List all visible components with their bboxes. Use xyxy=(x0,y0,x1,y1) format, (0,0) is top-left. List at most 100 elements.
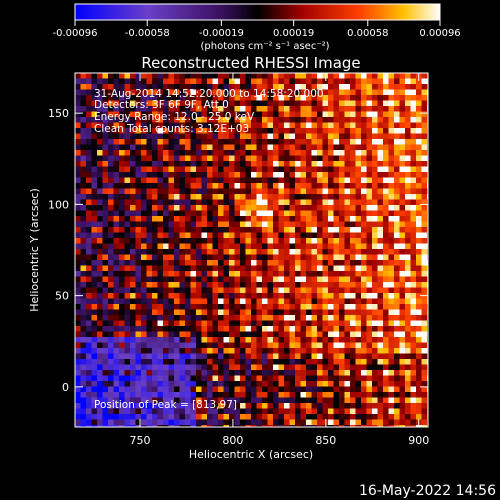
heatmap-cell xyxy=(383,337,389,343)
heatmap-cell xyxy=(317,100,323,107)
heatmap-cell xyxy=(394,265,400,272)
heatmap-cell xyxy=(416,216,422,222)
heatmap-cell xyxy=(278,315,285,321)
heatmap-cell xyxy=(361,419,367,426)
heatmap-cell xyxy=(75,320,81,327)
heatmap-cell xyxy=(240,205,246,211)
heatmap-cell xyxy=(262,320,268,327)
heatmap-cell xyxy=(75,150,81,156)
heatmap-cell xyxy=(152,249,158,255)
heatmap-cell xyxy=(344,320,351,327)
heatmap-cell xyxy=(152,95,158,101)
heatmap-cell xyxy=(91,249,98,255)
heatmap-cell xyxy=(322,84,329,90)
heatmap-cell xyxy=(295,95,301,101)
heatmap-cell xyxy=(344,155,351,162)
heatmap-cell xyxy=(262,397,268,404)
heatmap-cell xyxy=(190,84,197,90)
heatmap-cell xyxy=(410,210,417,217)
heatmap-cell xyxy=(344,282,351,288)
heatmap-cell xyxy=(300,199,307,206)
heatmap-cell xyxy=(152,353,158,360)
heatmap-cell xyxy=(388,232,395,239)
heatmap-cell xyxy=(91,326,98,332)
heatmap-cell xyxy=(300,139,307,145)
heatmap-cell xyxy=(278,309,285,316)
heatmap-cell xyxy=(245,370,252,376)
heatmap-cell xyxy=(179,403,186,409)
heatmap-cell xyxy=(394,161,400,167)
heatmap-cell xyxy=(372,425,378,427)
heatmap-cell xyxy=(306,392,312,398)
heatmap-cell xyxy=(377,122,384,129)
heatmap-cell xyxy=(350,133,356,140)
heatmap-cell xyxy=(141,95,147,101)
heatmap-cell xyxy=(295,172,301,178)
heatmap-cell xyxy=(245,89,252,96)
heatmap-cell xyxy=(278,381,285,387)
heatmap-cell xyxy=(273,199,279,206)
heatmap-cell xyxy=(388,227,395,233)
heatmap-cell xyxy=(229,364,235,371)
heatmap-cell xyxy=(190,276,197,283)
heatmap-cell xyxy=(410,403,417,409)
heatmap-cell xyxy=(240,210,246,217)
heatmap-cell xyxy=(102,221,109,228)
heatmap-cell xyxy=(256,122,263,129)
heatmap-cell xyxy=(108,78,114,85)
heatmap-cell xyxy=(350,232,356,239)
x-tick-label: 900 xyxy=(408,434,429,447)
heatmap-cell xyxy=(295,84,301,90)
heatmap-cell xyxy=(355,298,362,305)
heatmap-cell xyxy=(333,342,340,349)
heatmap-cell xyxy=(284,166,290,173)
heatmap-cell xyxy=(383,386,389,393)
heatmap-cell xyxy=(119,408,125,415)
heatmap-cell xyxy=(388,73,395,79)
heatmap-cell xyxy=(289,419,296,426)
heatmap-cell xyxy=(350,155,356,162)
heatmap-cell xyxy=(141,337,147,343)
heatmap-cell xyxy=(207,293,213,299)
heatmap-cell xyxy=(377,293,384,299)
heatmap-cell xyxy=(229,392,235,398)
heatmap-cell xyxy=(234,194,241,200)
heatmap-cell xyxy=(240,128,246,134)
x-tick-label: 750 xyxy=(130,434,151,447)
heatmap-cell xyxy=(394,205,400,211)
heatmap-cell xyxy=(256,348,263,354)
heatmap-cell xyxy=(289,210,296,217)
heatmap-cell xyxy=(223,144,230,151)
heatmap-cell xyxy=(119,122,125,129)
heatmap-cell xyxy=(223,139,230,145)
heatmap-cell xyxy=(168,166,175,173)
heatmap-cell xyxy=(328,287,334,294)
heatmap-cell xyxy=(212,84,219,90)
heatmap-cell xyxy=(240,304,246,310)
heatmap-cell xyxy=(119,227,125,233)
heatmap-cell xyxy=(212,403,219,409)
heatmap-cell xyxy=(311,122,318,129)
heatmap-cell xyxy=(267,100,274,107)
heatmap-cell xyxy=(256,199,263,206)
heatmap-cell xyxy=(295,221,301,228)
heatmap-cell xyxy=(91,117,98,123)
heatmap-cell xyxy=(190,172,197,178)
heatmap-cell xyxy=(278,392,285,398)
heatmap-cell xyxy=(201,375,208,382)
heatmap-cell xyxy=(267,188,274,195)
heatmap-cell xyxy=(251,78,257,85)
heatmap-cell xyxy=(207,89,213,96)
heatmap-cell xyxy=(80,172,87,178)
heatmap-cell xyxy=(394,128,400,134)
heatmap-cell xyxy=(185,337,191,343)
heatmap-cell xyxy=(317,227,323,233)
heatmap-cell xyxy=(421,210,428,217)
heatmap-cell xyxy=(91,205,98,211)
heatmap-cell xyxy=(322,128,329,134)
heatmap-cell xyxy=(339,95,345,101)
heatmap-cell xyxy=(322,111,329,118)
heatmap-cell xyxy=(355,89,362,96)
heatmap-cell xyxy=(405,353,411,360)
heatmap-cell xyxy=(102,161,109,167)
